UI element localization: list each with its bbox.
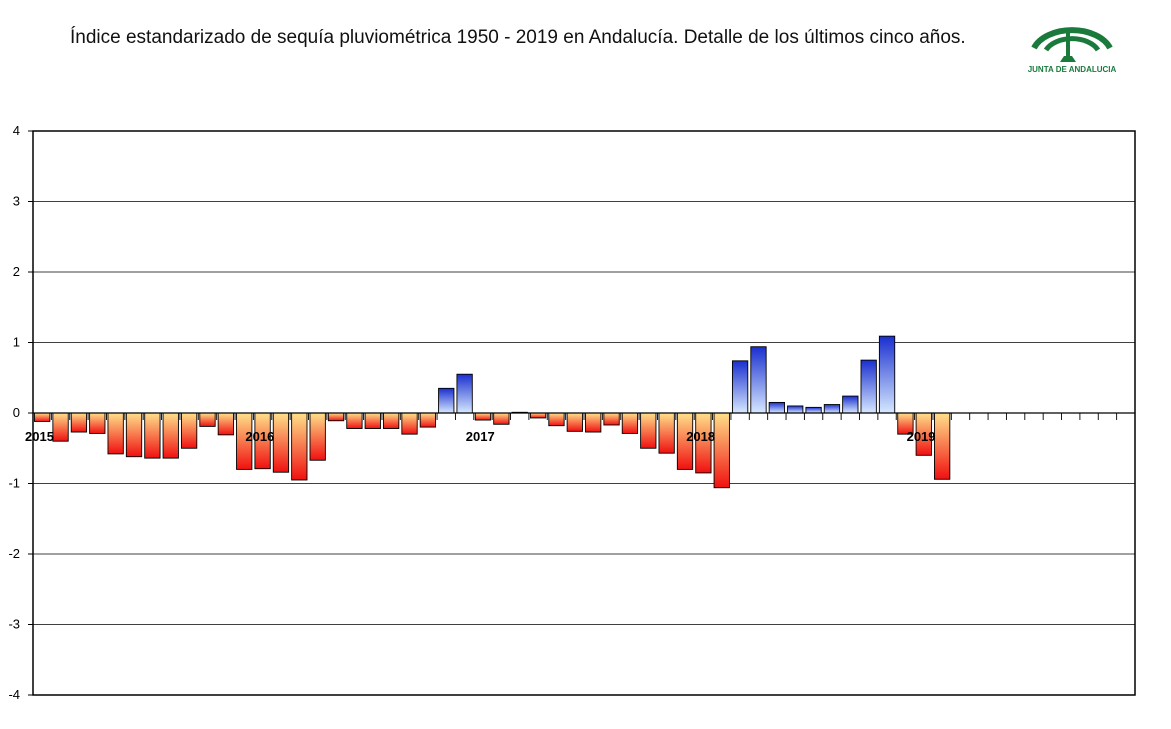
y-tick-label: 0 xyxy=(13,405,20,420)
bar xyxy=(658,412,675,454)
grid-lines xyxy=(28,130,1135,696)
bar xyxy=(768,401,785,414)
bar xyxy=(107,412,124,455)
bar xyxy=(52,412,69,442)
bar xyxy=(309,412,326,461)
junta-de-andalucia-logo: JUNTA DE ANDALUCIA xyxy=(1028,27,1117,74)
bar xyxy=(364,412,381,429)
bar xyxy=(621,412,639,434)
bar xyxy=(585,412,602,433)
bar xyxy=(217,412,234,436)
bar xyxy=(125,412,143,458)
y-tick-label: -3 xyxy=(8,617,20,632)
chart-title: Índice estandarizado de sequía pluviomét… xyxy=(70,27,966,48)
bar xyxy=(493,412,510,425)
year-label: 2017 xyxy=(466,429,495,444)
bar xyxy=(566,412,583,432)
bar xyxy=(327,412,345,422)
bar xyxy=(346,412,363,429)
year-label: 2015 xyxy=(25,429,54,444)
bar xyxy=(291,412,308,481)
bar xyxy=(272,412,290,473)
bar xyxy=(456,373,473,414)
bar xyxy=(401,412,418,435)
bar xyxy=(438,387,455,414)
bar xyxy=(199,412,216,427)
year-label: 2016 xyxy=(245,429,274,444)
bar xyxy=(529,412,547,419)
bar xyxy=(383,412,400,429)
y-tick-label: 3 xyxy=(13,194,20,209)
bar xyxy=(603,412,620,426)
bar xyxy=(842,395,859,414)
plot-frame xyxy=(32,130,1136,696)
bar xyxy=(180,412,198,449)
bar xyxy=(548,412,565,427)
year-label: 2019 xyxy=(907,429,936,444)
logo-text: JUNTA DE ANDALUCIA xyxy=(1028,65,1117,74)
bar xyxy=(70,412,88,433)
y-tick-label: -2 xyxy=(8,546,20,561)
y-tick-label: 1 xyxy=(13,335,20,350)
bar xyxy=(713,412,730,489)
bar xyxy=(805,406,822,414)
bar xyxy=(787,405,804,414)
y-tick-label: 4 xyxy=(13,123,20,138)
bar xyxy=(144,412,161,459)
y-tick-label: -4 xyxy=(8,687,20,702)
bar xyxy=(162,412,179,459)
bar xyxy=(640,412,657,449)
bar xyxy=(34,412,51,422)
bar xyxy=(823,404,841,414)
y-tick-label: -1 xyxy=(8,476,20,491)
bar xyxy=(878,335,896,414)
year-label: 2018 xyxy=(686,429,715,444)
bar xyxy=(860,359,877,414)
zero-axis xyxy=(32,412,1136,420)
y-tick-label: 2 xyxy=(13,264,20,279)
bar xyxy=(750,346,767,414)
bar xyxy=(419,412,437,428)
y-tick-labels: -4 -3 -2 -1 0 1 2 3 4 xyxy=(8,123,20,702)
year-labels: 2015 2016 2017 2018 2019 xyxy=(25,429,936,444)
bar xyxy=(934,412,951,480)
bars xyxy=(34,335,951,489)
bar xyxy=(474,412,492,421)
bar xyxy=(89,412,106,434)
bar xyxy=(731,360,749,414)
